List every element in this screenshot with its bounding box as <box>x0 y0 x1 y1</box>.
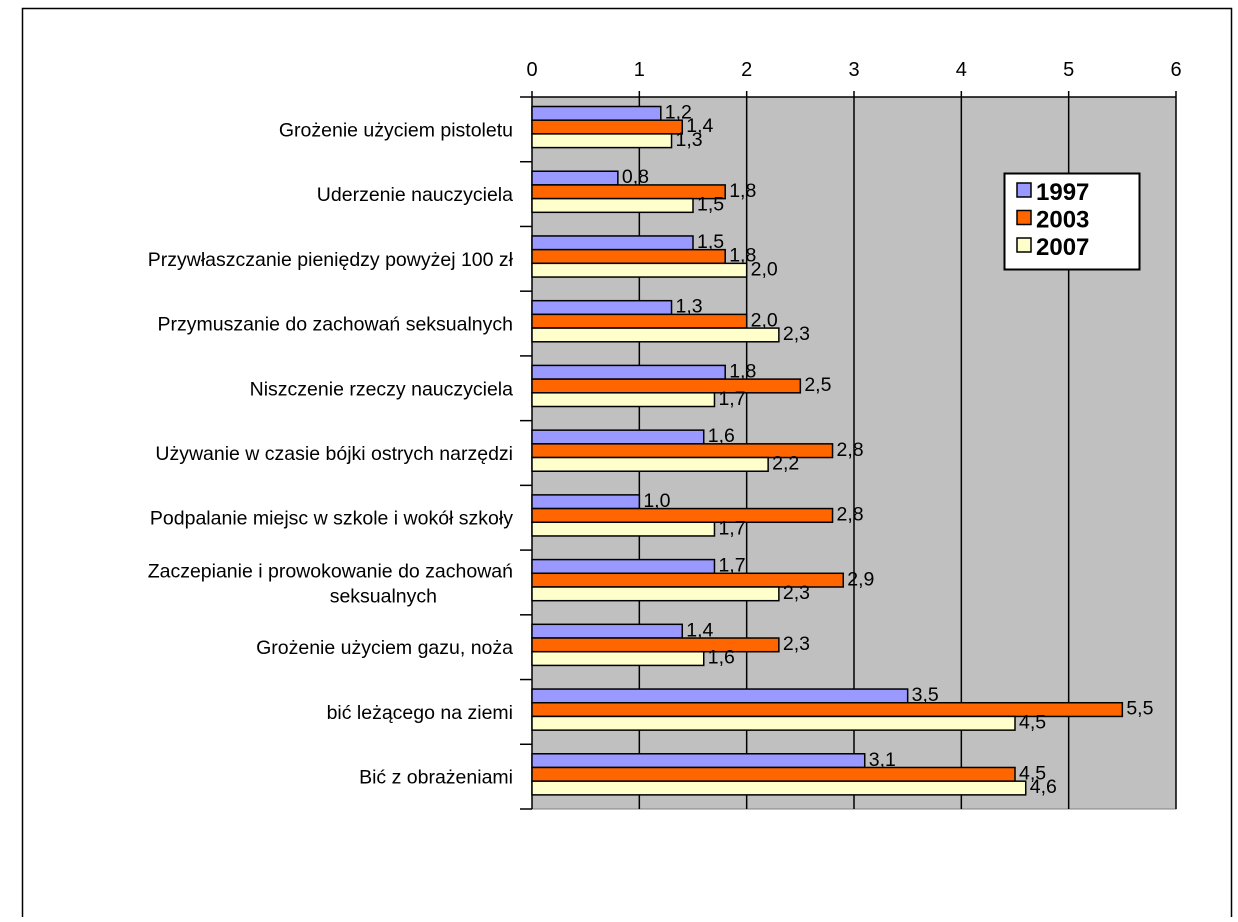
data-label: 3,5 <box>912 684 939 706</box>
data-label: 5,5 <box>1126 698 1153 720</box>
category-label: Przywłaszczanie pieniędzy powyżej 100 zł <box>148 249 514 271</box>
bar-1997 <box>531 429 705 445</box>
bar-2003 <box>531 378 802 394</box>
bar-2007 <box>531 521 716 537</box>
data-label: 4,5 <box>1019 762 1046 784</box>
data-label: 4,6 <box>1030 776 1057 798</box>
x-tick-label: 5 <box>1063 59 1074 81</box>
data-label: 2,0 <box>751 309 778 331</box>
bar-1997 <box>531 753 866 769</box>
data-label: 1,3 <box>676 296 703 318</box>
data-label: 1,6 <box>708 425 735 447</box>
category-label: Uderzenie nauczyciela <box>317 184 513 206</box>
category-label: bić leżącego na ziemi <box>327 702 513 724</box>
data-label: 2,8 <box>837 439 864 461</box>
legend-swatch-2003 <box>1016 209 1032 226</box>
data-label: 1,4 <box>686 619 713 641</box>
bar-2007 <box>531 327 780 343</box>
x-tick-label: 4 <box>956 59 967 81</box>
x-tick-label: 3 <box>848 59 859 81</box>
category-label: Bić z obrażeniami <box>359 767 513 789</box>
data-label: 2,3 <box>783 633 810 655</box>
data-label: 2,2 <box>772 453 799 475</box>
category-label: Zaczepianie i prowokowanie do zachowań se… <box>148 560 513 607</box>
data-label: 1,4 <box>686 115 713 137</box>
bar-2007 <box>531 586 780 602</box>
x-tick-label: 2 <box>741 59 752 81</box>
bar-2007 <box>531 133 673 149</box>
category-label: Przymuszanie do zachowań seksualnych <box>157 314 513 336</box>
category-label: Używanie w czasie bójki ostrych narzędzi <box>155 443 513 465</box>
category-label: Podpalanie miejsc w szkole i wokół szkoł… <box>150 508 513 530</box>
bar-2007 <box>531 262 748 278</box>
x-tick-label: 1 <box>634 59 645 81</box>
bar-1997 <box>531 235 694 251</box>
bar-1997 <box>531 688 909 704</box>
bar-2003 <box>531 507 834 524</box>
legend-swatch-2007 <box>1016 237 1032 253</box>
data-label: 2,5 <box>804 374 831 396</box>
bar-2007 <box>531 197 694 214</box>
bar-2007 <box>531 650 705 667</box>
data-label: 1,7 <box>718 555 745 577</box>
data-label: 1,7 <box>718 517 745 539</box>
bar-1997 <box>531 105 662 121</box>
legend-label: 1997 <box>1036 179 1089 206</box>
data-label: 1,8 <box>729 245 756 267</box>
bar-2003 <box>531 119 684 135</box>
bar-2007 <box>531 392 716 408</box>
data-label: 1,0 <box>643 490 670 512</box>
bar-1997 <box>531 558 716 575</box>
bar-2003 <box>531 637 780 653</box>
bar-2003 <box>531 313 748 329</box>
bar-2007 <box>531 715 1016 731</box>
category-label: Grożenie użyciem pistoletu <box>279 119 513 141</box>
bar-1997 <box>531 623 684 639</box>
data-label: 1,7 <box>718 388 745 410</box>
data-label: 2,3 <box>783 323 810 345</box>
bar-1997 <box>531 170 619 186</box>
x-tick-label: 6 <box>1170 59 1181 81</box>
bar-1997 <box>531 299 673 316</box>
data-label: 0,8 <box>622 166 649 188</box>
data-label: 1,2 <box>665 102 692 124</box>
bar-1997 <box>531 364 726 380</box>
data-label: 1,3 <box>676 129 703 151</box>
data-label: 1,8 <box>729 180 756 202</box>
data-label: 3,1 <box>869 749 896 771</box>
legend-label: 2003 <box>1036 207 1089 234</box>
bar-2007 <box>531 780 1027 796</box>
chart-frame <box>21 7 1233 922</box>
bar-2003 <box>531 766 1016 782</box>
bar-2003 <box>531 248 726 265</box>
bar-1997 <box>531 494 641 510</box>
data-label: 1,6 <box>708 647 735 669</box>
x-tick-label: 0 <box>526 59 537 81</box>
legend-label: 2007 <box>1036 234 1089 261</box>
data-label: 2,9 <box>847 568 874 590</box>
bar-2007 <box>531 456 769 472</box>
data-label: 1,5 <box>697 194 724 216</box>
category-label: Niszczenie rzeczy nauczyciela <box>250 378 514 400</box>
category-label: Grożenie użyciem gazu, noża <box>256 637 513 659</box>
data-label: 2,8 <box>837 504 864 526</box>
data-label: 1,8 <box>729 360 756 382</box>
data-label: 2,3 <box>783 582 810 604</box>
legend-swatch-1997 <box>1016 182 1032 198</box>
data-label: 2,0 <box>751 258 778 280</box>
data-label: 1,5 <box>697 231 724 253</box>
data-label: 4,5 <box>1019 711 1046 733</box>
